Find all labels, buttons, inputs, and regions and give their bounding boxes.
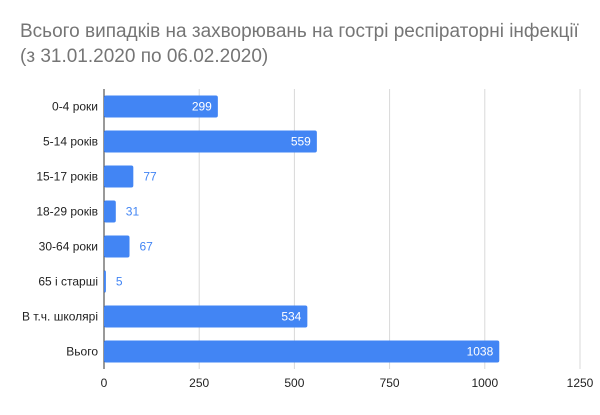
bar	[104, 305, 308, 328]
bar	[104, 165, 134, 188]
category-label: 5-14 років	[43, 135, 98, 149]
data-label: 5	[116, 275, 123, 289]
bar	[104, 270, 106, 293]
x-tick-label: 750	[380, 376, 400, 390]
category-label: Вього	[66, 345, 98, 359]
bar	[104, 130, 317, 153]
category-label: В т.ч. школярі	[22, 310, 98, 324]
data-labels: 299 559 77 31 67 5 534 1038	[116, 100, 494, 359]
data-label: 77	[143, 170, 157, 184]
bar	[104, 235, 130, 258]
data-label: 1038	[467, 345, 494, 359]
bar	[104, 340, 500, 363]
bars	[104, 95, 500, 363]
data-label: 31	[126, 205, 140, 219]
x-tick-label: 250	[189, 376, 209, 390]
category-label: 65 і старші	[38, 275, 98, 289]
bar	[104, 95, 218, 118]
x-tick-label: 0	[101, 376, 108, 390]
data-label: 67	[140, 240, 154, 254]
x-axis-ticks: 0 250 500 750 1000 1250	[101, 376, 594, 390]
data-label: 534	[281, 310, 301, 324]
category-label: 15-17 років	[36, 170, 98, 184]
category-labels: 0-4 роки 5-14 років 15-17 років 18-29 років…	[22, 100, 98, 359]
bar	[104, 200, 116, 223]
x-tick-label: 1000	[471, 376, 498, 390]
x-tick-label: 1250	[567, 376, 594, 390]
data-label: 299	[192, 100, 212, 114]
category-label: 18-29 років	[36, 205, 98, 219]
category-label: 30-64 роки	[39, 240, 98, 254]
category-label: 0-4 роки	[52, 100, 98, 114]
x-tick-label: 500	[284, 376, 304, 390]
data-label: 559	[291, 135, 311, 149]
chart-title: Всього випадків на захворювань на гострі…	[20, 21, 579, 67]
